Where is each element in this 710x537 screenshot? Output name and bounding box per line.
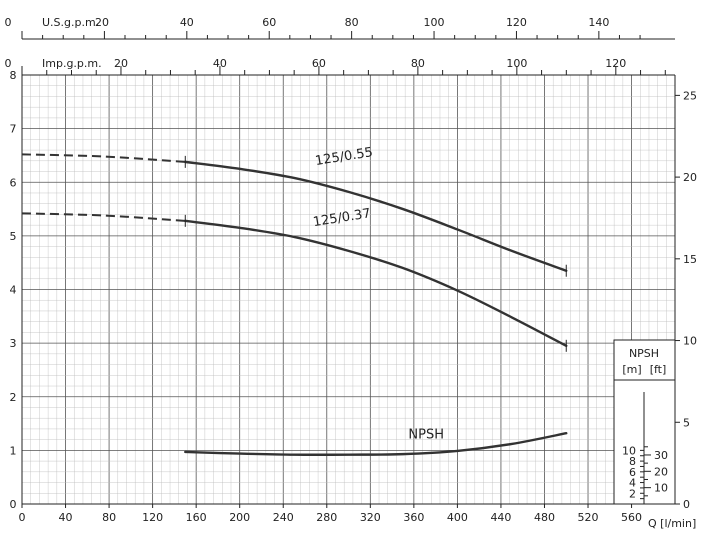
x-tick-label: 200 [229, 511, 250, 524]
us-gpm-tick-label: 120 [506, 16, 527, 29]
npsh-ft-tick-label: 10 [654, 482, 668, 495]
y-right-tick-label: 25 [683, 89, 697, 102]
npsh-m-tick-label: 8 [629, 455, 636, 468]
x-tick-label: 440 [490, 511, 511, 524]
x-tick-label: 160 [186, 511, 207, 524]
npsh-m-tick-label: 4 [629, 477, 636, 490]
y-right-tick-label: 5 [683, 416, 690, 429]
imp-gpm-tick-label: 20 [114, 57, 128, 70]
npsh-ft-tick-label: 30 [654, 449, 668, 462]
y-left-tick-label: 7 [10, 123, 17, 136]
x-tick-label: 0 [19, 511, 26, 524]
x-tick-label: 520 [578, 511, 599, 524]
x-tick-label: 40 [59, 511, 73, 524]
x-tick-label: 400 [447, 511, 468, 524]
us-gpm-tick-label: 0 [5, 16, 12, 29]
x-tick-label: 360 [403, 511, 424, 524]
y-right-tick-label: 10 [683, 335, 697, 348]
us-gpm-tick-label: 100 [424, 16, 445, 29]
y-left-tick-label: 1 [10, 444, 17, 457]
curve-label-125-0-37: 125/0.37 [312, 206, 372, 230]
imp-gpm-tick-label: 80 [411, 57, 425, 70]
curve-125-0-55-dashed [21, 153, 186, 163]
x-axis-label: Q [l/min] [648, 517, 696, 530]
npsh-scale-unit-ft: [ft] [650, 363, 667, 376]
y-left-tick-label: 3 [10, 337, 17, 350]
npsh-m-tick-label: 6 [629, 466, 636, 479]
curve-npsh [184, 432, 568, 456]
us-gpm-tick-label: 40 [180, 16, 194, 29]
y-left-tick-label: 8 [10, 69, 17, 82]
imp-gpm-tick-label: 60 [312, 57, 326, 70]
npsh-m-tick-label: 2 [629, 487, 636, 500]
grid [21, 74, 675, 505]
x-tick-label: 240 [273, 511, 294, 524]
curve-125-0-37 [184, 219, 568, 348]
x-tick-label: 480 [534, 511, 555, 524]
y-left-tick-label: 5 [10, 230, 17, 243]
y-right-tick-label: 20 [683, 171, 697, 184]
x-tick-label: 120 [142, 511, 163, 524]
us-gpm-axis-label: U.S.g.p.m. [42, 16, 99, 29]
us-gpm-tick-label: 80 [345, 16, 359, 29]
x-tick-label: 320 [360, 511, 381, 524]
npsh-scale-title: NPSH [629, 347, 659, 360]
curve-125-0-37-dashed [21, 212, 186, 222]
y-left-tick-label: 2 [10, 391, 17, 404]
x-tick-label: 560 [621, 511, 642, 524]
axes [21, 38, 676, 505]
imp-gpm-tick-label: 120 [605, 57, 626, 70]
imp-gpm-tick-label: 100 [506, 57, 527, 70]
us-gpm-tick-label: 60 [262, 16, 276, 29]
y-left-tick-label: 4 [10, 284, 17, 297]
x-tick-label: 80 [102, 511, 116, 524]
npsh-scale-unit-m: [m] [622, 363, 641, 376]
npsh-ft-tick-label: 20 [654, 465, 668, 478]
x-tick-label: 280 [316, 511, 337, 524]
us-gpm-tick-label: 140 [588, 16, 609, 29]
imp-gpm-tick-label: 0 [5, 57, 12, 70]
y-right-tick-label: 0 [683, 498, 690, 511]
tick-labels: 0 40 80 120 160 200 240 280 320 360 400 440 480 520 56… [5, 16, 698, 524]
curve-125-0-55 [184, 160, 568, 272]
curve-label-npsh: NPSH [408, 428, 444, 443]
y-left-tick-label: 0 [10, 498, 17, 511]
imp-gpm-axis-label: Imp.g.p.m. [42, 57, 102, 70]
y-left-tick-label: 6 [10, 176, 17, 189]
imp-gpm-tick-label: 40 [213, 57, 227, 70]
us-gpm-tick-label: 20 [95, 16, 109, 29]
y-right-tick-label: 15 [683, 253, 697, 266]
npsh-m-tick-label: 10 [622, 444, 636, 457]
